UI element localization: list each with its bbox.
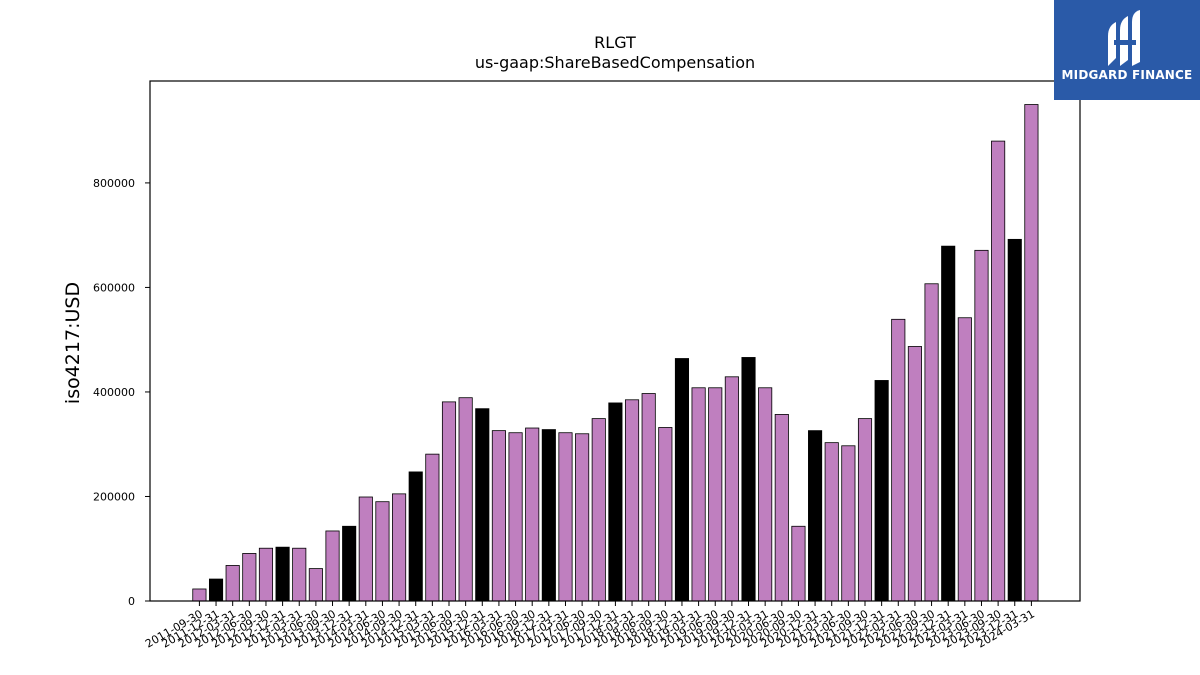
bar-2014-03-31: [358, 496, 373, 602]
y-tick-label: 800000: [93, 177, 135, 190]
bar-2016-06-30: [508, 432, 523, 602]
brand-logo: MIDGARD FINANCE: [1054, 0, 1200, 100]
bar-2020-12-31: [808, 430, 823, 602]
bar-2013-09-30: [325, 530, 340, 602]
y-tick-label: 200000: [93, 490, 135, 503]
bar-2021-12-31: [874, 380, 889, 602]
bar-2018-03-31: [624, 399, 640, 602]
bar-2012-12-31: [275, 546, 290, 602]
bar-2011-09-30: [192, 588, 207, 602]
bar-2011-12-31: [208, 578, 224, 602]
x-axis: 2011-09-302011-12-312012-03-312012-06-30…: [143, 601, 1037, 651]
bar-2018-06-30: [641, 393, 656, 602]
bar-2019-12-31: [741, 357, 756, 602]
bar-2019-09-30: [724, 376, 739, 602]
y-tick-label: 0: [128, 595, 135, 608]
bar-2021-09-30: [857, 418, 873, 602]
bar-2015-12-31: [475, 408, 490, 602]
bar-2022-06-30: [907, 346, 922, 602]
bar-2014-06-30: [375, 501, 390, 602]
bar-2020-09-30: [791, 525, 806, 602]
bar-2014-09-30: [392, 493, 407, 602]
bar-2019-03-31: [691, 387, 706, 602]
bar-2016-09-30: [525, 427, 540, 602]
bar-2021-03-31: [824, 442, 839, 602]
bar-2017-06-30: [575, 433, 590, 602]
bar-2020-03-31: [758, 387, 773, 602]
bar-2013-06-30: [308, 568, 323, 602]
bar-2013-12-31: [342, 525, 357, 602]
bar-2012-09-30: [258, 547, 274, 602]
bar-2015-09-30: [458, 397, 473, 602]
bar-2015-06-30: [441, 401, 457, 602]
chart-title: RLGT: [594, 33, 636, 52]
bar-2012-03-31: [225, 565, 240, 602]
bar-2013-03-31: [292, 547, 307, 602]
y-axis-label: iso4217:USD: [62, 282, 84, 404]
bar-2016-03-31: [491, 430, 506, 602]
bar-2022-09-30: [924, 283, 939, 602]
bar-2022-03-31: [891, 318, 906, 602]
bar-2018-12-31: [674, 358, 690, 602]
bar-2014-12-31: [408, 471, 423, 602]
midgard-logo-icon: [1108, 10, 1140, 66]
bar-2012-06-30: [242, 553, 257, 602]
bar-2023-12-31: [1007, 238, 1022, 602]
bar-2015-03-31: [425, 453, 440, 602]
bar-2024-03-31: [1024, 104, 1039, 602]
brand-name: MIDGARD FINANCE: [1061, 68, 1193, 82]
plot-frame: [149, 80, 1081, 602]
bar-2023-09-30: [991, 140, 1006, 602]
y-axis: 0 200000 400000 600000 800000: [93, 177, 150, 608]
chart-subtitle: us-gaap:ShareBasedCompensation: [475, 53, 755, 72]
bar-2020-06-30: [774, 414, 789, 602]
bars-group: [192, 104, 1039, 602]
bar-2017-12-31: [608, 402, 623, 602]
bar-2017-03-31: [558, 432, 573, 602]
bar-2018-09-30: [658, 427, 673, 602]
bar-2017-09-30: [591, 418, 606, 602]
bar-2023-06-30: [974, 249, 989, 602]
y-tick-label: 600000: [93, 281, 135, 294]
bar-2019-06-30: [708, 387, 723, 602]
y-tick-label: 400000: [93, 386, 135, 399]
bar-2022-12-31: [941, 245, 956, 602]
bar-2021-06-30: [841, 445, 856, 602]
bar-2023-03-31: [957, 317, 972, 602]
bar-2016-12-31: [541, 429, 556, 602]
